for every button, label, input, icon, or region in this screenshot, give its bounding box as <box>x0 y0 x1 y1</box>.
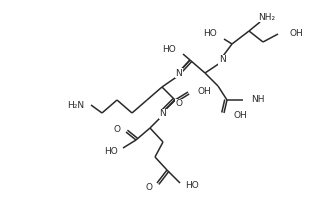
Text: N: N <box>160 110 166 118</box>
Text: N: N <box>176 69 182 77</box>
Text: H₂N: H₂N <box>67 100 84 110</box>
Text: NH: NH <box>251 95 265 105</box>
Text: HO: HO <box>162 46 176 54</box>
Text: NH₂: NH₂ <box>258 13 275 21</box>
Text: O: O <box>176 100 183 108</box>
Text: OH: OH <box>198 87 212 97</box>
Text: OH: OH <box>234 110 248 120</box>
Text: OH: OH <box>290 30 304 38</box>
Text: HO: HO <box>104 146 118 156</box>
Text: O: O <box>114 125 121 135</box>
Text: HO: HO <box>203 30 217 38</box>
Text: HO: HO <box>185 181 199 191</box>
Text: N: N <box>219 56 225 64</box>
Text: O: O <box>145 184 152 192</box>
